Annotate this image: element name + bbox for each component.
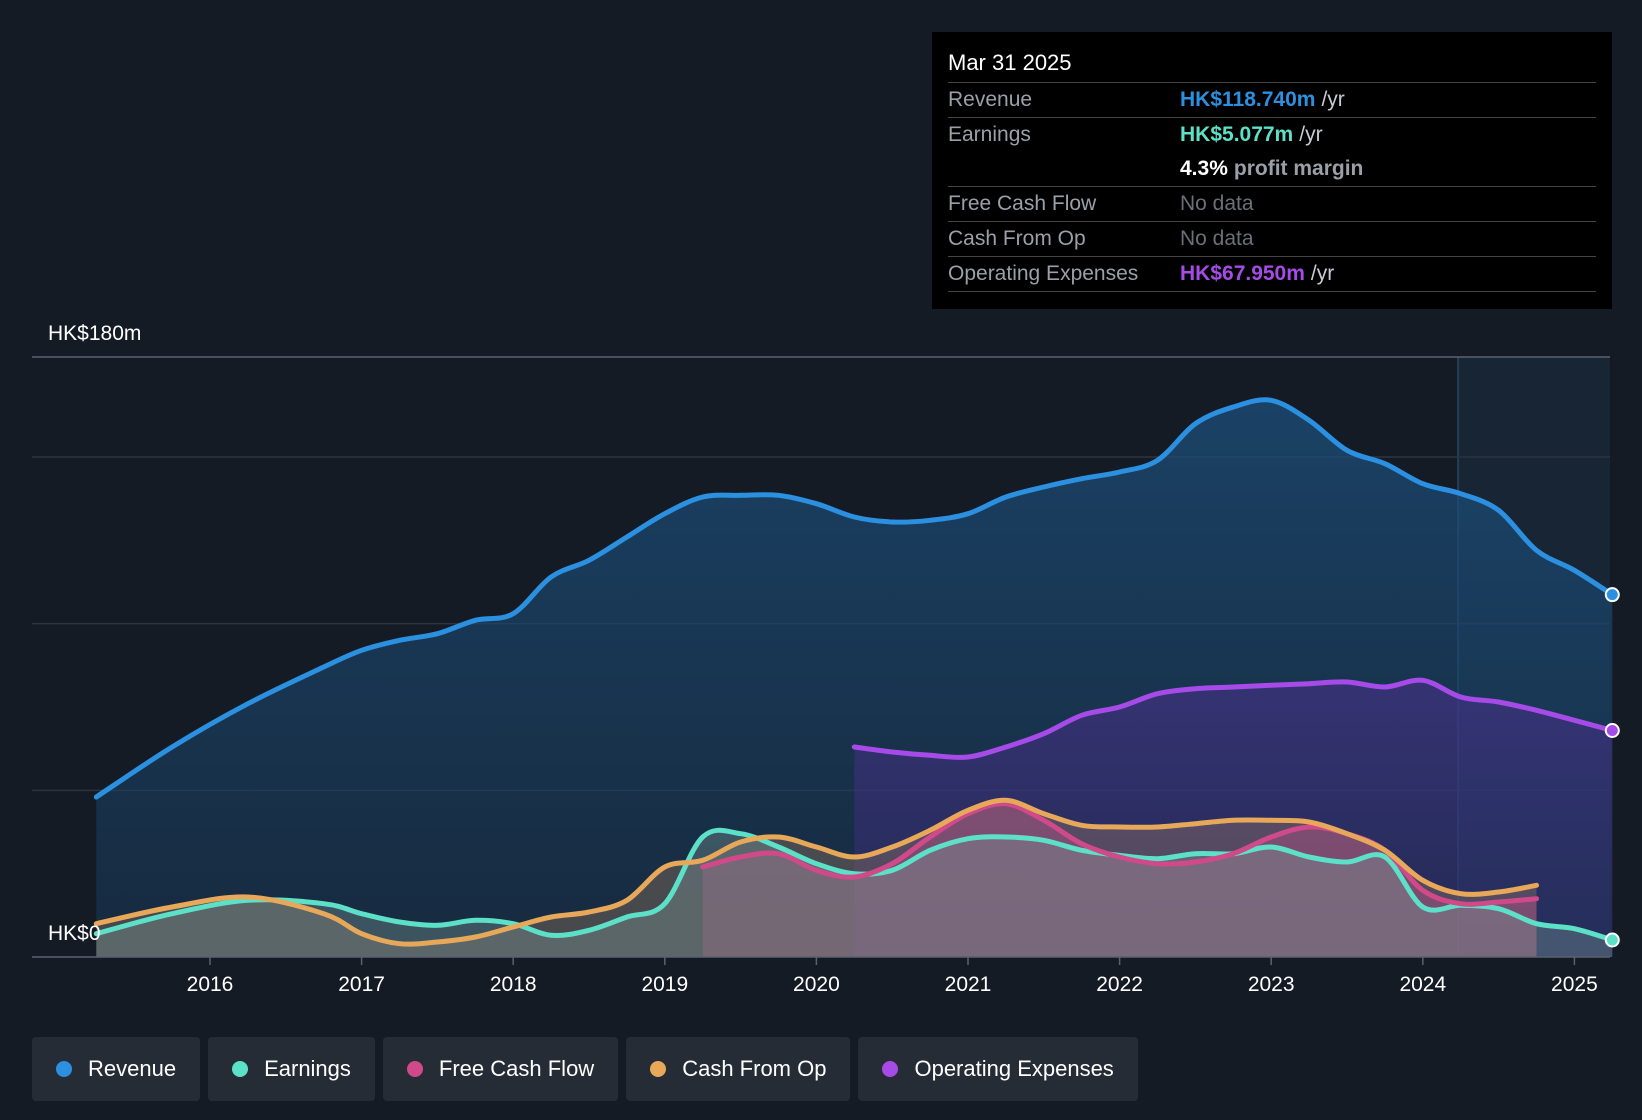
tooltip-panel: Mar 31 2025 Revenue HK$118.740m /yr Earn…	[932, 32, 1612, 309]
x-tick-label: 2022	[1096, 973, 1143, 996]
y-axis-top-label: HK$180m	[48, 322, 141, 345]
tooltip-value: HK$5.077m	[1180, 123, 1294, 146]
tooltip-value: HK$118.740m	[1180, 88, 1316, 111]
legend-label: Free Cash Flow	[438, 1056, 595, 1081]
x-tick-label: 2025	[1551, 973, 1598, 996]
x-tick-label: 2021	[945, 973, 992, 996]
legend-item-cash-from-op[interactable]: Cash From Op	[626, 1037, 851, 1101]
tooltip-row-opex: Operating Expenses HK$67.950m /yr	[948, 257, 1596, 292]
tooltip-label: Revenue	[948, 88, 1033, 111]
tooltip-value: 4.3%	[1180, 157, 1228, 180]
legend-item-operating-expenses[interactable]: Operating Expenses	[858, 1037, 1138, 1101]
tooltip-row-revenue: Revenue HK$118.740m /yr	[948, 83, 1596, 118]
x-tick-label: 2017	[338, 973, 385, 996]
x-tick-label: 2018	[490, 973, 537, 996]
tooltip-row-margin: 4.3% profit margin	[948, 152, 1596, 187]
revenue-end-marker	[1604, 587, 1620, 603]
tooltip-label: Free Cash Flow	[948, 192, 1097, 215]
earnings-area	[96, 830, 1613, 957]
tooltip-date: Mar 31 2025	[948, 48, 1596, 83]
legend-label: Revenue	[88, 1056, 177, 1081]
legend-label: Operating Expenses	[914, 1056, 1114, 1081]
legend-label: Earnings	[264, 1056, 351, 1081]
tooltip-value: HK$67.950m	[1180, 262, 1305, 285]
revenue-line	[93, 397, 1615, 800]
x-tick-label: 2016	[187, 973, 234, 996]
cash-from-op-dot-icon	[650, 1061, 667, 1077]
tooltip-row-earnings: Earnings HK$5.077m /yr	[948, 118, 1596, 152]
cash-from-op-area	[96, 800, 1537, 957]
tooltip-row-fcf: Free Cash Flow No data	[948, 187, 1596, 222]
free-cash-flow-area	[702, 803, 1537, 957]
tooltip-unit: /yr	[1310, 262, 1335, 285]
legend: Revenue Earnings Free Cash Flow Cash Fro…	[32, 1037, 1138, 1101]
tooltip-row-cfo: Cash From Op No data	[948, 222, 1596, 257]
x-tick-label: 2024	[1399, 973, 1446, 996]
x-tick-label: 2020	[793, 973, 840, 996]
revenue-dot-icon	[56, 1061, 72, 1077]
y-axis-bottom-label: HK$0	[48, 922, 101, 945]
legend-item-revenue[interactable]: Revenue	[32, 1037, 201, 1101]
legend-item-earnings[interactable]: Earnings	[208, 1037, 375, 1101]
operating-expenses-line	[851, 677, 1615, 760]
tooltip-value: No data	[1180, 192, 1254, 215]
tooltip-label: Operating Expenses	[948, 262, 1139, 285]
operating-expenses-end-marker	[1604, 723, 1620, 738]
tooltip-unit: /yr	[1299, 123, 1323, 146]
tooltip-label: Cash From Op	[948, 227, 1086, 250]
legend-label: Cash From Op	[682, 1056, 827, 1081]
x-tick-label: 2019	[641, 973, 688, 996]
legend-item-free-cash-flow[interactable]: Free Cash Flow	[382, 1037, 619, 1101]
x-tick-label: 2023	[1248, 973, 1295, 996]
tooltip-label	[948, 152, 1180, 186]
operating-expenses-dot-icon	[882, 1061, 899, 1077]
earnings-end-marker	[1604, 932, 1620, 948]
tooltip-unit: /yr	[1321, 88, 1345, 111]
tooltip-unit: profit margin	[1233, 157, 1364, 180]
free-cash-flow-dot-icon	[406, 1061, 423, 1077]
earnings-dot-icon	[232, 1061, 249, 1077]
cash-from-op-line	[93, 797, 1539, 947]
tooltip-label: Earnings	[948, 123, 1031, 146]
tooltip-value: No data	[1180, 227, 1254, 250]
earnings-line	[93, 827, 1615, 943]
